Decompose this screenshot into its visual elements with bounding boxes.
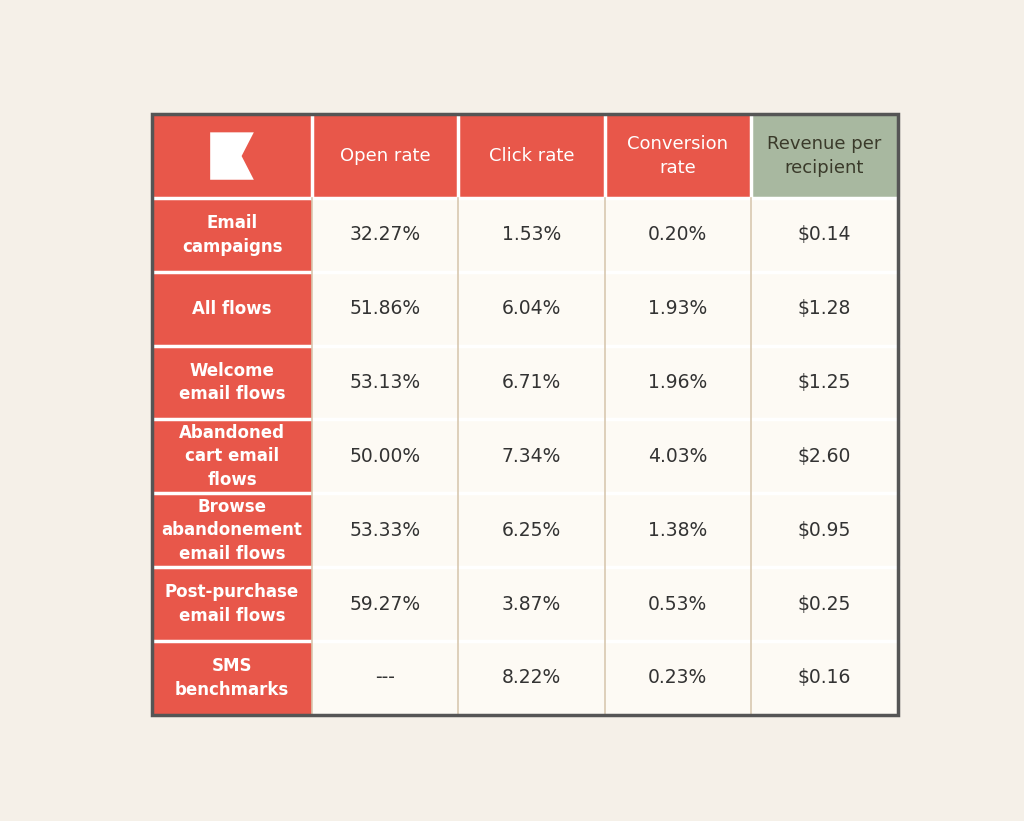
Bar — [751, 420, 898, 493]
Text: $1.28: $1.28 — [798, 299, 851, 318]
Text: 1.38%: 1.38% — [648, 521, 708, 539]
Text: 1.53%: 1.53% — [502, 225, 561, 244]
Text: Open rate: Open rate — [340, 147, 431, 165]
Bar — [152, 272, 312, 346]
Bar — [312, 641, 459, 715]
Bar — [312, 346, 459, 420]
Text: 50.00%: 50.00% — [350, 447, 421, 466]
Text: 7.34%: 7.34% — [502, 447, 561, 466]
Text: 53.13%: 53.13% — [350, 373, 421, 392]
Text: 1.96%: 1.96% — [648, 373, 708, 392]
Text: 0.20%: 0.20% — [648, 225, 708, 244]
Bar — [604, 420, 751, 493]
Text: 4.03%: 4.03% — [648, 447, 708, 466]
Bar — [152, 346, 312, 420]
Bar — [152, 567, 312, 641]
Text: 0.23%: 0.23% — [648, 668, 708, 687]
Bar — [312, 272, 459, 346]
Text: Click rate: Click rate — [488, 147, 574, 165]
Text: 53.33%: 53.33% — [350, 521, 421, 539]
Bar — [459, 198, 604, 272]
Bar — [459, 346, 604, 420]
Bar — [152, 420, 312, 493]
Text: Post-purchase
email flows: Post-purchase email flows — [165, 583, 299, 625]
Text: Welcome
email flows: Welcome email flows — [179, 362, 286, 403]
Text: Email
campaigns: Email campaigns — [181, 214, 283, 255]
Bar — [459, 114, 604, 198]
Text: 59.27%: 59.27% — [350, 594, 421, 613]
Bar — [751, 272, 898, 346]
Bar — [751, 567, 898, 641]
Polygon shape — [210, 132, 254, 180]
Bar — [459, 420, 604, 493]
Text: $0.95: $0.95 — [798, 521, 851, 539]
Text: 0.53%: 0.53% — [648, 594, 708, 613]
Bar — [604, 567, 751, 641]
Bar — [604, 493, 751, 567]
Text: 51.86%: 51.86% — [350, 299, 421, 318]
Text: 1.93%: 1.93% — [648, 299, 708, 318]
Bar — [459, 493, 604, 567]
Text: $0.14: $0.14 — [798, 225, 851, 244]
Bar — [312, 114, 459, 198]
Text: $1.25: $1.25 — [798, 373, 851, 392]
Bar — [751, 198, 898, 272]
Text: $0.16: $0.16 — [798, 668, 851, 687]
Text: Browse
abandonement
email flows: Browse abandonement email flows — [162, 498, 302, 563]
Bar — [604, 346, 751, 420]
Bar — [751, 641, 898, 715]
Bar — [604, 641, 751, 715]
Bar — [604, 198, 751, 272]
Text: Abandoned
cart email
flows: Abandoned cart email flows — [179, 424, 285, 489]
Text: 32.27%: 32.27% — [350, 225, 421, 244]
Bar — [152, 493, 312, 567]
Bar — [604, 114, 751, 198]
Bar — [152, 114, 312, 198]
Bar — [152, 198, 312, 272]
Bar — [459, 567, 604, 641]
Text: 8.22%: 8.22% — [502, 668, 561, 687]
Bar — [312, 567, 459, 641]
Text: 6.25%: 6.25% — [502, 521, 561, 539]
Bar — [751, 493, 898, 567]
Bar — [604, 272, 751, 346]
Bar — [459, 641, 604, 715]
Bar — [312, 198, 459, 272]
Bar — [152, 641, 312, 715]
Text: Conversion
rate: Conversion rate — [628, 135, 728, 177]
Bar — [312, 420, 459, 493]
Text: Revenue per
recipient: Revenue per recipient — [767, 135, 882, 177]
Text: ---: --- — [376, 668, 395, 687]
Text: 3.87%: 3.87% — [502, 594, 561, 613]
Bar — [751, 346, 898, 420]
Bar — [459, 272, 604, 346]
Text: $2.60: $2.60 — [798, 447, 851, 466]
Text: $0.25: $0.25 — [798, 594, 851, 613]
Text: 6.04%: 6.04% — [502, 299, 561, 318]
Text: All flows: All flows — [193, 300, 271, 318]
Text: 6.71%: 6.71% — [502, 373, 561, 392]
Bar — [751, 114, 898, 198]
Text: SMS
benchmarks: SMS benchmarks — [175, 657, 289, 699]
Bar — [312, 493, 459, 567]
